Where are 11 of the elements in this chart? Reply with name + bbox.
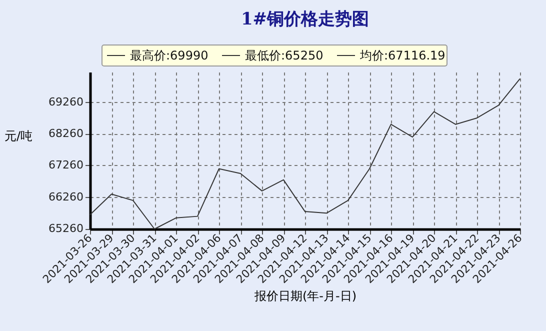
text: 最高价:69990 bbox=[130, 48, 208, 62]
y-tick-label: 66260 bbox=[48, 190, 84, 204]
y-axis-title: 元/吨 bbox=[4, 129, 33, 143]
chart-title: 1#铜价格走势图 bbox=[240, 10, 370, 30]
x-axis-title: 报价日期(年-月-日) bbox=[253, 289, 357, 304]
y-tick-label: 68260 bbox=[48, 127, 84, 140]
y-tick-label: 65260 bbox=[48, 222, 84, 236]
text: 均价:67116.19 bbox=[359, 48, 446, 62]
y-tick-label: 67260 bbox=[48, 158, 84, 172]
text: 最低价:65250 bbox=[245, 48, 324, 62]
y-tick-label: 69260 bbox=[48, 95, 84, 108]
